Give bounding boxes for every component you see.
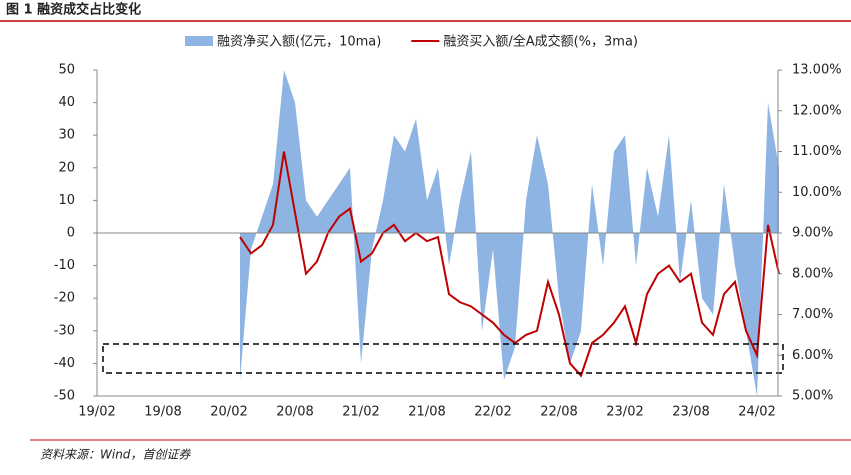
y2-tick-label: 9.00% xyxy=(792,226,833,241)
y2-tick-label: 10.00% xyxy=(792,185,842,200)
x-tick-label: 22/08 xyxy=(540,405,577,420)
y-tick-label: -30 xyxy=(54,323,75,338)
y-tick-label: -40 xyxy=(54,356,75,371)
legend-swatch xyxy=(185,36,213,46)
x-tick-label: 19/02 xyxy=(78,405,115,420)
x-tick-label: 22/02 xyxy=(474,405,511,420)
legend-label: 融资买入额/全A成交额(%，3ma) xyxy=(443,34,638,50)
y2-tick-label: 7.00% xyxy=(792,307,833,322)
x-tick-label: 23/02 xyxy=(606,405,643,420)
y-tick-label: 0 xyxy=(67,226,75,241)
y2-tick-label: 8.00% xyxy=(792,266,833,281)
y-tick-label: 30 xyxy=(58,128,75,143)
y2-tick-label: 5.00% xyxy=(792,389,833,404)
x-tick-label: 23/08 xyxy=(672,405,709,420)
y-tick-label: -20 xyxy=(54,291,75,306)
x-tick-label: 21/08 xyxy=(408,405,445,420)
y-tick-label: -50 xyxy=(54,389,75,404)
y-tick-label: 40 xyxy=(58,95,75,110)
chart-title: 图 1 融资成交占比变化 xyxy=(6,2,141,18)
y2-tick-label: 13.00% xyxy=(792,63,842,78)
x-tick-label: 20/02 xyxy=(210,405,247,420)
y2-tick-label: 6.00% xyxy=(792,348,833,363)
line xyxy=(239,151,780,378)
legend-label: 融资净买入额(亿元，10ma) xyxy=(217,35,381,50)
y2-tick-label: 11.00% xyxy=(792,144,842,159)
y-tick-label: 10 xyxy=(58,193,75,208)
x-tick-label: 24/02 xyxy=(738,405,775,420)
x-tick-label: 21/02 xyxy=(342,405,379,420)
y-tick-label: -10 xyxy=(54,258,75,273)
y2-tick-label: 12.00% xyxy=(792,103,842,118)
source: 资料来源：Wind，首创证券 xyxy=(40,448,191,462)
x-tick-label: 20/08 xyxy=(276,405,313,420)
x-tick-label: 19/08 xyxy=(144,405,181,420)
highlight-box xyxy=(102,343,784,374)
y-tick-label: 50 xyxy=(58,63,75,78)
y-tick-label: 20 xyxy=(58,160,75,175)
